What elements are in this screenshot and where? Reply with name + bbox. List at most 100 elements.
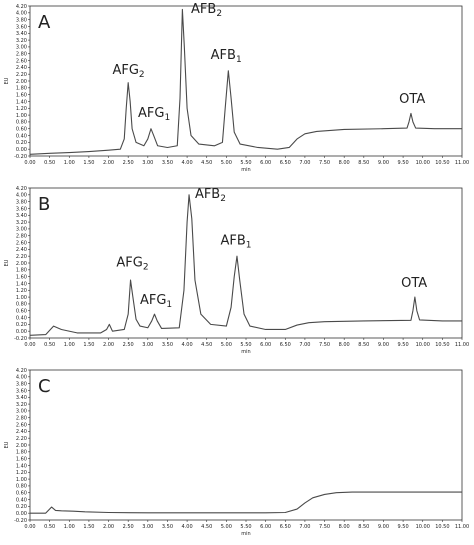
- peak-label: AFB2: [195, 187, 226, 204]
- x-tick-label: 8.50: [358, 342, 369, 348]
- peak-label: AFB1: [220, 233, 251, 250]
- x-tick-label: 5.00: [221, 342, 232, 348]
- x-tick-label: 8.00: [339, 524, 350, 530]
- y-tick-label: 1.20: [16, 106, 27, 112]
- x-tick-label: 4.00: [182, 160, 193, 166]
- x-tick-label: 6.50: [280, 524, 291, 530]
- y-tick-label: 3.80: [16, 199, 27, 205]
- y-tick-label: 1.60: [16, 92, 27, 98]
- x-tick-label: 3.00: [142, 342, 153, 348]
- x-tick-label: 5.50: [240, 524, 251, 530]
- x-tick-label: 3.50: [162, 160, 173, 166]
- y-axis-label: EU: [4, 77, 10, 84]
- y-tick-label: 3.60: [16, 206, 27, 212]
- y-tick-label: 3.20: [16, 38, 27, 44]
- x-tick-label: 1.00: [64, 160, 75, 166]
- x-tick-label: 0.50: [44, 160, 55, 166]
- x-tick-label: 0.00: [24, 342, 35, 348]
- y-tick-label: 3.20: [16, 220, 27, 226]
- x-tick-label: 0.50: [44, 342, 55, 348]
- peak-label-subscript: 1: [166, 300, 172, 310]
- x-tick-label: 5.50: [240, 160, 251, 166]
- y-tick-label: 0.20: [16, 322, 27, 328]
- y-tick-label: 1.00: [16, 113, 27, 119]
- x-tick-label: 1.50: [83, 160, 94, 166]
- y-tick-label: 0.00: [16, 329, 27, 335]
- peak-label: AFG2: [116, 255, 148, 272]
- y-tick-label: 0.60: [16, 309, 27, 315]
- peak-label-subscript: 1: [236, 55, 242, 65]
- y-tick-label: 3.80: [16, 381, 27, 387]
- x-tick-label: 6.00: [260, 160, 271, 166]
- x-tick-label: 6.50: [280, 342, 291, 348]
- x-tick-label: 8.00: [339, 160, 350, 166]
- peak-label-subscript: 1: [246, 240, 252, 250]
- y-tick-label: 2.40: [16, 65, 27, 71]
- x-tick-label: 1.00: [64, 524, 75, 530]
- y-tick-label: 3.00: [16, 45, 27, 51]
- y-tick-label: 2.60: [16, 240, 27, 246]
- peak-label: AFG1: [138, 106, 170, 123]
- y-tick-label: -0.20: [14, 154, 27, 160]
- x-tick-label: 10.50: [435, 342, 449, 348]
- y-tick-label: 3.40: [16, 395, 27, 401]
- x-tick-label: 3.50: [162, 342, 173, 348]
- x-tick-label: 11.00: [455, 524, 469, 530]
- chart-panel: -0.200.000.200.400.600.801.001.201.401.6…: [4, 2, 469, 173]
- x-tick-label: 9.50: [398, 342, 409, 348]
- x-axis-label: min: [241, 167, 250, 173]
- x-tick-label: 9.00: [378, 524, 389, 530]
- y-tick-label: 1.20: [16, 288, 27, 294]
- y-tick-label: 3.00: [16, 409, 27, 415]
- plot-frame: [29, 5, 463, 157]
- y-tick-label: 0.20: [16, 504, 27, 510]
- peak-label: OTA: [401, 276, 427, 291]
- y-axis-label: EU: [4, 259, 10, 266]
- peak-label-text: AFG: [112, 63, 138, 78]
- peak-label-subscript: 1: [164, 113, 170, 123]
- y-tick-label: 2.20: [16, 254, 27, 260]
- x-tick-label: 4.00: [182, 342, 193, 348]
- x-tick-label: 2.50: [123, 524, 134, 530]
- y-tick-label: 1.60: [16, 456, 27, 462]
- y-tick-label: 0.60: [16, 491, 27, 497]
- chromatogram-line: [30, 491, 462, 514]
- x-tick-label: 2.00: [103, 342, 114, 348]
- chart-panel: -0.200.000.200.400.600.801.001.201.401.6…: [4, 186, 469, 355]
- x-tick-label: 7.50: [319, 160, 330, 166]
- chromatogram-line: [29, 194, 462, 336]
- y-tick-label: 4.00: [16, 193, 27, 199]
- y-tick-label: 0.80: [16, 120, 27, 126]
- x-tick-label: 0.00: [24, 524, 35, 530]
- x-tick-label: 10.50: [435, 524, 449, 530]
- y-tick-label: 4.00: [16, 11, 27, 17]
- y-tick-label: 4.20: [16, 368, 27, 374]
- x-axis-label: min: [241, 349, 250, 355]
- y-tick-label: -0.20: [14, 336, 27, 342]
- peak-label: AFB2: [191, 2, 222, 19]
- y-tick-label: 2.20: [16, 436, 27, 442]
- peak-label-subscript: 2: [139, 70, 145, 80]
- y-tick-label: 1.00: [16, 295, 27, 301]
- peak-label-text: OTA: [399, 92, 425, 107]
- y-tick-label: 2.60: [16, 58, 27, 64]
- y-tick-label: 2.00: [16, 79, 27, 85]
- y-tick-label: 2.80: [16, 234, 27, 240]
- x-tick-label: 4.50: [201, 524, 212, 530]
- x-tick-label: 7.00: [299, 342, 310, 348]
- y-tick-label: 4.00: [16, 375, 27, 381]
- x-axis-label: min: [241, 531, 250, 537]
- peak-label: AFB1: [211, 48, 242, 65]
- y-tick-label: 3.80: [16, 17, 27, 23]
- y-tick-label: 0.40: [16, 497, 27, 503]
- x-tick-label: 3.00: [142, 524, 153, 530]
- x-tick-label: 5.00: [221, 160, 232, 166]
- x-tick-label: 9.00: [378, 160, 389, 166]
- peak-label: OTA: [399, 92, 425, 107]
- x-tick-label: 9.50: [398, 524, 409, 530]
- peak-label-text: AFB: [191, 2, 216, 17]
- peak-label-subscript: 2: [220, 194, 226, 204]
- x-tick-label: 10.00: [416, 342, 430, 348]
- y-tick-label: 0.40: [16, 315, 27, 321]
- x-tick-label: 1.50: [83, 524, 94, 530]
